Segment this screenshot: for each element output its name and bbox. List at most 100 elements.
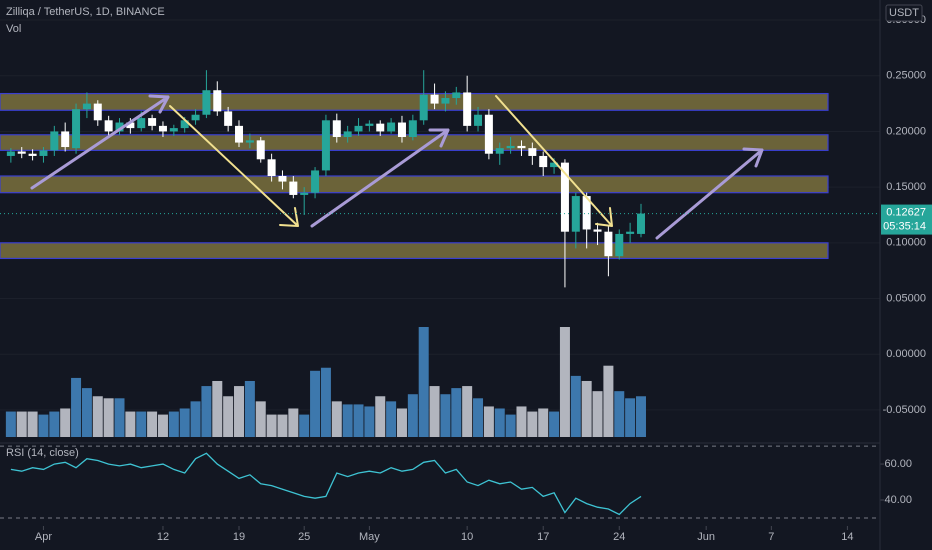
volume-bar [212,380,223,437]
candle-body [104,120,113,132]
rsi-tick-label: 60.00 [884,458,912,470]
candle-body [582,196,591,230]
volume-bar [505,414,516,437]
volume-bar [81,388,92,437]
candle-body [463,92,472,126]
candle-body [191,114,200,121]
zone [0,175,829,194]
candle-body [72,109,81,149]
annotations [30,94,764,240]
x-tick-label: Jun [697,531,715,543]
volume-bar [299,414,310,437]
volume-bar [310,370,321,437]
candle-body [408,120,417,138]
candle-body [278,176,287,182]
currency[interactable]: USDT [889,7,919,19]
x-tick-label: 10 [461,531,473,543]
candle-body [387,122,396,132]
candle-body [50,131,59,151]
candle-body [441,98,450,104]
candle-body [397,122,406,138]
candle-body [615,233,624,257]
volume-bar [603,365,614,437]
volume-label: Vol [6,23,21,35]
candle-body [245,140,254,143]
rsi-label: RSI (14, close) [6,447,79,459]
volume-bar [440,394,451,437]
x-tick-label: Apr [35,531,52,543]
x-tick-label: 25 [298,531,310,543]
y-tick-label: 0.10000 [886,237,926,249]
volume-bar [147,411,158,437]
candle-body [636,213,645,234]
rsi-line [10,452,642,516]
candle-body [484,114,493,154]
candle-body [474,114,483,126]
volume-bar [136,411,147,437]
volume-bar [71,377,82,437]
volume-bar [234,386,245,437]
volume-bar [190,401,201,437]
volume-bar [266,414,277,437]
volume-bar [614,391,625,437]
volume-bar [201,386,212,437]
y-tick-label: -0.05000 [883,404,926,416]
volume-bar [255,401,266,437]
volume-bar [103,398,114,437]
volume-bar [483,406,494,437]
candle-body [235,125,244,143]
volume-bar [375,396,386,437]
volume-bar [462,386,473,437]
candle-body [6,151,15,156]
arrow [495,95,613,227]
volume-bar [114,398,125,437]
zone [0,242,829,260]
countdown: 05:35:14 [883,220,926,232]
zone [0,134,829,151]
arrow [655,147,764,240]
volume-bar [407,394,418,437]
volume-bar [125,411,136,437]
candle-body [550,162,559,168]
volume-bar [5,411,16,437]
candle-body [528,148,537,156]
volume-bar [157,414,168,437]
volume-bar [364,406,375,437]
candle-body [571,196,580,232]
candle-body [560,162,569,232]
candle-body [321,120,330,171]
arrow [30,94,170,190]
candle-body [213,90,222,112]
y-tick-label: 0.05000 [886,292,926,304]
currency-box[interactable] [885,4,923,22]
candle-body [376,123,385,132]
x-tick-label: 7 [768,531,774,543]
volume-bar [418,327,429,437]
volume-bar [179,408,190,437]
candle-body [224,111,233,126]
candle-body [430,94,439,104]
rsi-tick-label: 40.00 [884,494,912,506]
candle-body [137,118,146,129]
volume-bar [342,404,353,437]
volume-bar [581,380,592,437]
candle-body [256,140,265,160]
arrow [169,105,299,227]
volume-bar [516,406,527,437]
volume-bar [559,327,570,437]
candle-body [28,153,37,156]
candle-body [148,118,157,126]
y-tick-label: 0.25000 [886,70,926,82]
y-tick-label: 0.15000 [886,181,926,193]
candle-body [93,103,102,121]
candle-body [365,123,374,126]
volume-bar [549,411,560,437]
x-tick-label: May [359,531,380,543]
last-price-box [881,204,932,235]
volume-bar [288,408,299,437]
x-tick-label: 19 [233,531,245,543]
candle-body [39,150,48,156]
volume-bar [494,408,505,437]
